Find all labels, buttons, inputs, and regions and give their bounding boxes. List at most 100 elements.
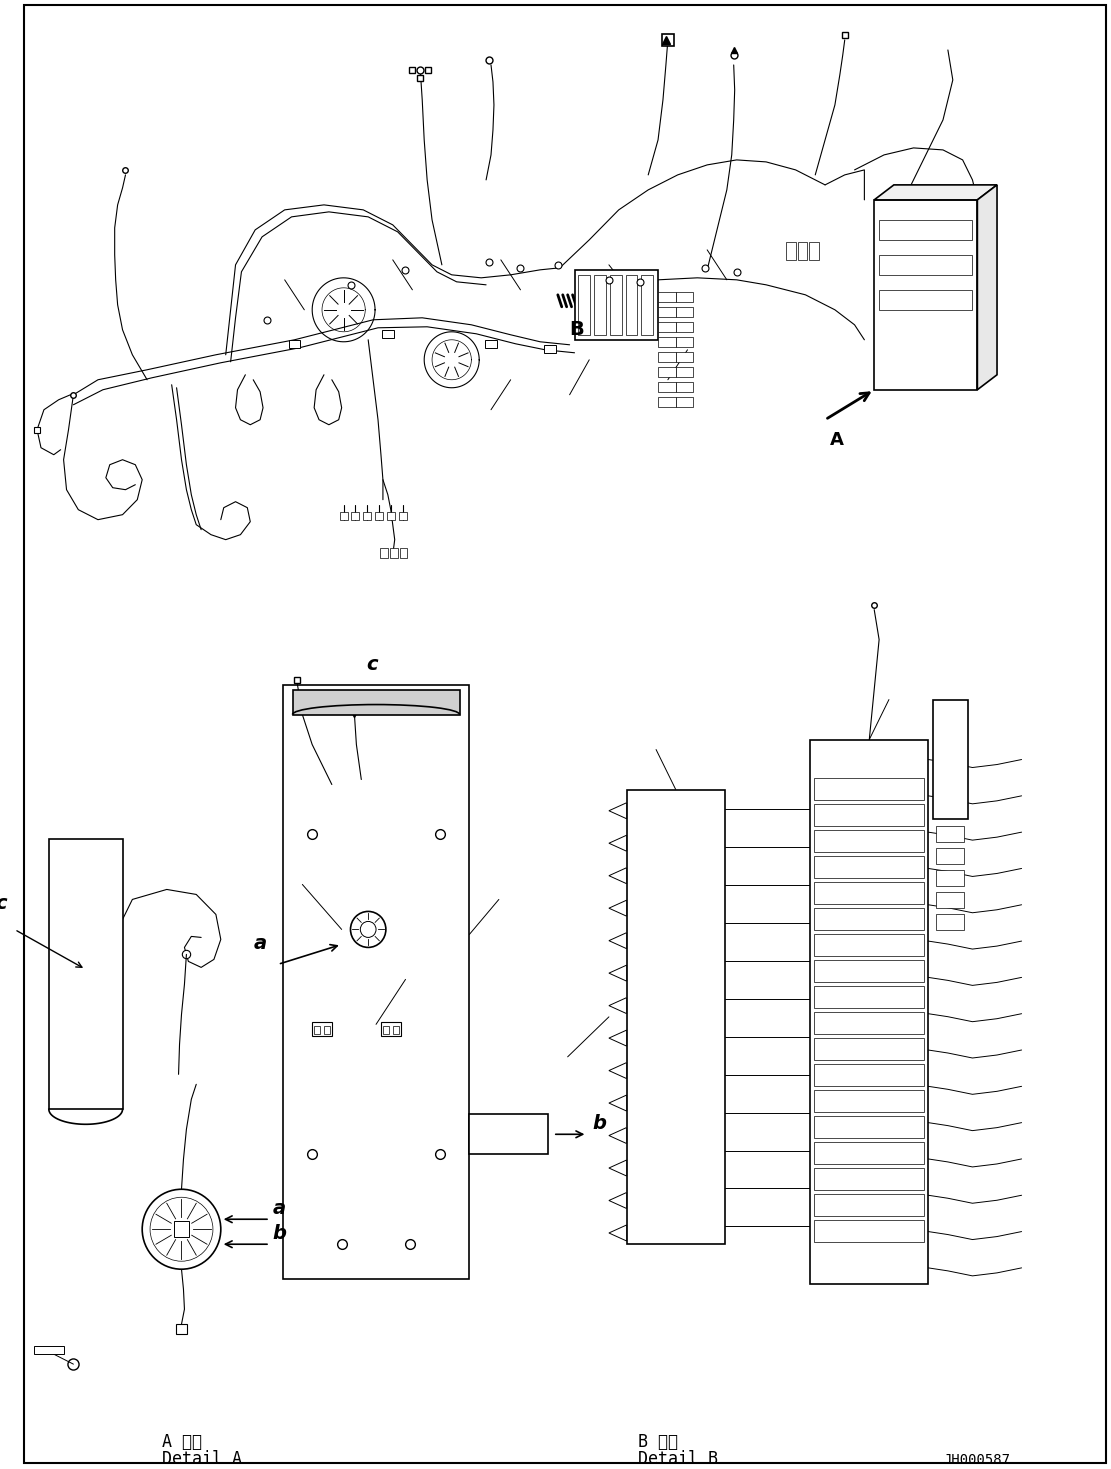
Text: a: a: [253, 934, 267, 953]
Bar: [387, 511, 394, 520]
Polygon shape: [609, 836, 627, 851]
Polygon shape: [609, 802, 627, 818]
Text: A: A: [830, 430, 844, 448]
Bar: [879, 220, 972, 239]
Bar: [376, 511, 383, 520]
Polygon shape: [978, 185, 997, 389]
Polygon shape: [609, 1094, 627, 1111]
Bar: [594, 275, 605, 335]
Bar: [658, 292, 675, 301]
Bar: [351, 511, 359, 520]
Text: b: b: [273, 1224, 287, 1243]
Bar: [173, 1221, 189, 1237]
Bar: [579, 275, 590, 335]
Polygon shape: [609, 965, 627, 981]
Bar: [382, 331, 393, 338]
Bar: [400, 548, 408, 558]
Bar: [340, 511, 348, 520]
Bar: [34, 1346, 63, 1354]
Text: b: b: [592, 1115, 607, 1133]
Polygon shape: [282, 685, 469, 1279]
Bar: [785, 242, 795, 260]
Bar: [814, 1012, 924, 1034]
Circle shape: [360, 921, 376, 937]
Polygon shape: [609, 1062, 627, 1078]
Circle shape: [150, 1197, 213, 1262]
Polygon shape: [609, 1030, 627, 1046]
Text: c: c: [0, 895, 7, 914]
Bar: [627, 789, 724, 1244]
Bar: [814, 856, 924, 878]
Bar: [874, 200, 978, 389]
Polygon shape: [609, 1225, 627, 1241]
Bar: [814, 1219, 924, 1241]
Bar: [393, 1027, 399, 1034]
Bar: [610, 275, 622, 335]
Bar: [289, 339, 300, 348]
Bar: [544, 345, 556, 353]
Bar: [49, 839, 122, 1109]
Bar: [176, 1324, 188, 1334]
Bar: [675, 397, 693, 407]
Bar: [658, 367, 675, 376]
Polygon shape: [609, 997, 627, 1014]
Bar: [798, 242, 808, 260]
Bar: [399, 511, 407, 520]
Bar: [658, 351, 675, 361]
Bar: [380, 548, 388, 558]
Polygon shape: [874, 185, 997, 200]
Bar: [814, 830, 924, 852]
Bar: [675, 292, 693, 301]
Bar: [814, 986, 924, 1008]
Text: A 詳細: A 詳細: [162, 1434, 202, 1451]
Text: Detail B: Detail B: [639, 1450, 719, 1468]
Bar: [810, 739, 929, 1284]
Bar: [658, 322, 675, 332]
Bar: [312, 1022, 332, 1036]
Bar: [814, 1141, 924, 1163]
Bar: [937, 849, 963, 864]
Bar: [675, 351, 693, 361]
Bar: [625, 275, 638, 335]
Bar: [469, 1115, 548, 1155]
Polygon shape: [609, 1193, 627, 1209]
Text: c: c: [367, 655, 378, 674]
Bar: [658, 307, 675, 317]
Bar: [383, 1027, 389, 1034]
Bar: [574, 270, 658, 339]
Bar: [314, 1027, 320, 1034]
Bar: [363, 511, 371, 520]
Polygon shape: [609, 1128, 627, 1143]
Bar: [324, 1027, 330, 1034]
Polygon shape: [609, 1161, 627, 1177]
Bar: [292, 689, 460, 714]
Polygon shape: [609, 868, 627, 884]
Polygon shape: [609, 900, 627, 917]
Bar: [814, 934, 924, 956]
Bar: [937, 827, 963, 843]
Text: a: a: [273, 1199, 286, 1218]
Bar: [814, 908, 924, 930]
Bar: [879, 289, 972, 310]
Bar: [814, 1064, 924, 1086]
Bar: [814, 1116, 924, 1138]
Bar: [381, 1022, 401, 1036]
Bar: [814, 779, 924, 801]
Bar: [814, 1168, 924, 1190]
Bar: [658, 382, 675, 392]
Bar: [809, 242, 819, 260]
Bar: [390, 548, 398, 558]
Bar: [814, 1090, 924, 1112]
Bar: [814, 881, 924, 903]
Bar: [675, 382, 693, 392]
Bar: [814, 959, 924, 981]
Bar: [658, 336, 675, 347]
Bar: [486, 339, 497, 348]
Bar: [814, 804, 924, 826]
Text: JH000587: JH000587: [943, 1453, 1010, 1468]
Polygon shape: [609, 933, 627, 949]
Bar: [879, 254, 972, 275]
Bar: [641, 275, 653, 335]
Bar: [658, 397, 675, 407]
Bar: [933, 699, 968, 820]
